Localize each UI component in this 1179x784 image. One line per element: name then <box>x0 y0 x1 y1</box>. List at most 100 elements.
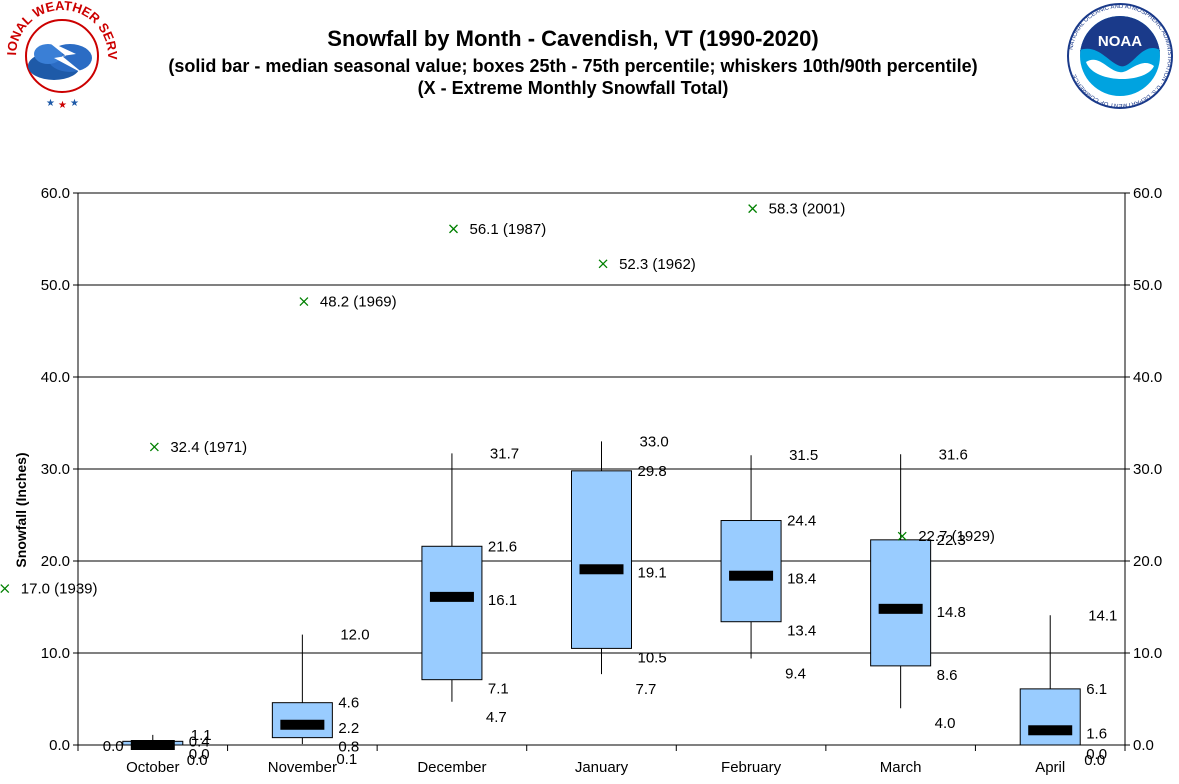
x-tick-label: October <box>126 759 179 776</box>
y-tick-label-left: 10.0 <box>41 645 70 662</box>
y-tick-label-right: 20.0 <box>1133 553 1162 570</box>
p75-label: 6.1 <box>1086 681 1107 698</box>
p90-label: 31.7 <box>490 445 519 462</box>
value-labels: 17.0 (1939)1.10.40.00.00.032.4 (1971)12.… <box>21 201 1118 769</box>
box-april <box>897 531 1081 746</box>
p75-label: 21.6 <box>488 538 517 555</box>
y-tick-label-left: 40.0 <box>41 369 70 386</box>
median-bar <box>280 719 325 730</box>
p90-label: 31.5 <box>789 447 818 464</box>
extreme-label: 17.0 (1939) <box>21 581 98 598</box>
svg-text:★: ★ <box>70 98 79 109</box>
y-tick-label-left: 50.0 <box>41 277 70 294</box>
iqr-box <box>571 470 632 649</box>
median-label: 16.1 <box>488 592 517 609</box>
extreme-marker <box>897 531 907 541</box>
median-label: 18.4 <box>787 571 816 588</box>
median-bar <box>1028 725 1073 736</box>
p75-label: 4.6 <box>338 695 359 712</box>
p75-label: 0.4 <box>189 733 210 750</box>
box-february <box>598 259 782 659</box>
nws-logo: NATIONAL WEATHER SERVICE ★ ★ ★ <box>2 0 120 111</box>
p10-label: 4.0 <box>935 715 956 732</box>
p10-label: 0.1 <box>336 751 357 768</box>
extreme-marker <box>598 259 608 269</box>
p10-label: 9.4 <box>785 666 806 683</box>
p25-label: 0.8 <box>338 739 359 756</box>
p25-label: 0.0 <box>1086 746 1107 763</box>
median-label: 2.2 <box>338 720 359 737</box>
iqr-box <box>421 545 483 681</box>
extreme-marker <box>149 442 159 452</box>
p10-label: 0.0 <box>1084 752 1105 769</box>
p25-label: 7.1 <box>488 681 509 698</box>
y-tick-label-right: 50.0 <box>1133 277 1162 294</box>
iqr-box <box>1019 688 1081 746</box>
y-tick-label-right: 60.0 <box>1133 185 1162 202</box>
box-plots <box>0 204 1081 750</box>
x-tick-label: January <box>575 759 629 776</box>
p90-label: 1.1 <box>191 727 212 744</box>
y-tick-label-left: 60.0 <box>41 185 70 202</box>
p75-label: 24.4 <box>787 513 816 530</box>
chart-title: Snowfall by Month - Cavendish, VT (1990-… <box>327 26 819 51</box>
p25-label: 10.5 <box>638 649 667 666</box>
p90-label: 31.6 <box>939 446 968 463</box>
svg-text:★: ★ <box>46 98 55 109</box>
p10-label: 0.0 <box>187 752 208 769</box>
x-tick-label: April <box>1035 759 1065 776</box>
chart-subtitle: (solid bar - median seasonal value; boxe… <box>168 56 978 98</box>
y-tick-label-left: 0.0 <box>49 737 70 754</box>
x-tick-label: December <box>417 759 486 776</box>
iqr-box <box>870 539 932 667</box>
extreme-label: 22.7 (1929) <box>918 528 995 545</box>
extreme-label: 56.1 (1987) <box>470 221 547 238</box>
extreme-label: 52.3 (1962) <box>619 256 696 273</box>
extreme-label: 32.4 (1971) <box>170 439 247 456</box>
p25-label: 8.6 <box>937 667 958 684</box>
noaa-logo: NOAA NATIONAL OCEANIC AND ATMOSPHERIC AD… <box>1067 3 1173 109</box>
box-november <box>149 442 333 745</box>
p10-label: 7.7 <box>636 681 657 698</box>
median-bar <box>729 570 774 581</box>
p25-label: 0.0 <box>189 746 210 763</box>
y-tick-label-left: 20.0 <box>41 553 70 570</box>
p75-label: 22.3 <box>937 532 966 549</box>
median-label: 1.6 <box>1086 725 1107 742</box>
noaa-wordmark: NOAA <box>1098 33 1142 50</box>
median-bar <box>579 564 624 575</box>
box-october <box>0 584 184 750</box>
median-bar <box>429 591 474 602</box>
extreme-marker <box>449 224 458 234</box>
p75-label: 29.8 <box>638 463 667 480</box>
p90-label: 14.1 <box>1088 607 1117 624</box>
extreme-marker <box>748 204 758 214</box>
extreme-label: 58.3 (2001) <box>769 201 846 218</box>
p10-label: 4.7 <box>486 709 507 726</box>
box-january <box>449 224 632 675</box>
y-tick-label-right: 40.0 <box>1133 369 1162 386</box>
box-march <box>748 204 932 709</box>
x-tick-label: February <box>721 759 782 776</box>
extreme-marker <box>0 584 10 594</box>
p25-label: 13.4 <box>787 623 816 640</box>
min-label: 0.0 <box>103 738 124 755</box>
median-bar <box>878 603 923 614</box>
y-axis-label: Snowfall (Inches) <box>13 452 29 567</box>
x-tick-label: March <box>880 759 922 776</box>
p90-label: 33.0 <box>640 433 669 450</box>
y-tick-label-right: 0.0 <box>1133 737 1154 754</box>
median-label: 19.1 <box>638 564 667 581</box>
extreme-label: 48.2 (1969) <box>320 294 397 311</box>
extreme-marker <box>299 297 309 307</box>
p90-label: 12.0 <box>340 627 369 644</box>
x-tick-label: November <box>268 759 337 776</box>
median-bar <box>130 740 175 750</box>
y-tick-label-right: 30.0 <box>1133 461 1162 478</box>
svg-text:★: ★ <box>58 100 67 111</box>
y-tick-label-left: 30.0 <box>41 461 70 478</box>
y-tick-label-right: 10.0 <box>1133 645 1162 662</box>
median-label: 14.8 <box>937 604 966 621</box>
box-december <box>299 297 483 702</box>
